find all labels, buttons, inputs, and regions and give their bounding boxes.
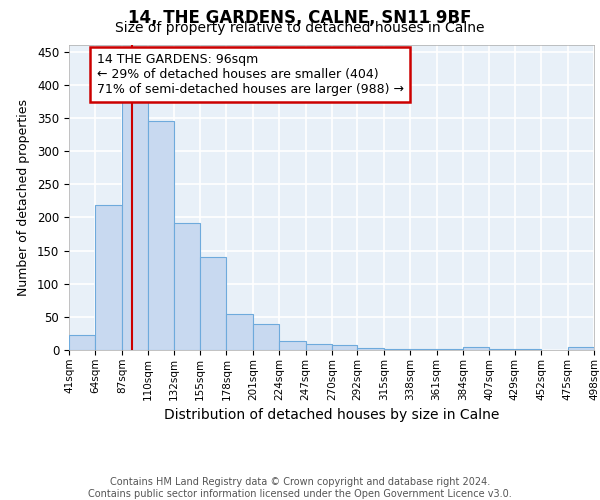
Bar <box>332 346 358 350</box>
Bar <box>95 206 122 350</box>
Text: 14 THE GARDENS: 96sqm
← 29% of detached houses are smaller (404)
71% of semi-det: 14 THE GARDENS: 96sqm ← 29% of detached … <box>97 53 404 96</box>
Bar <box>148 122 173 350</box>
Bar <box>173 224 200 350</box>
Bar <box>463 346 490 350</box>
Bar <box>253 324 279 350</box>
Bar <box>226 314 253 350</box>
Bar <box>279 342 305 350</box>
Text: Contains HM Land Registry data © Crown copyright and database right 2024.
Contai: Contains HM Land Registry data © Crown c… <box>88 478 512 499</box>
Bar <box>305 344 332 350</box>
Bar <box>358 348 384 350</box>
Bar <box>384 348 410 350</box>
Bar <box>568 348 594 350</box>
Bar <box>200 256 226 350</box>
Text: Size of property relative to detached houses in Calne: Size of property relative to detached ho… <box>115 21 485 35</box>
Y-axis label: Number of detached properties: Number of detached properties <box>17 99 30 296</box>
Bar <box>69 336 95 350</box>
Text: 14, THE GARDENS, CALNE, SN11 9BF: 14, THE GARDENS, CALNE, SN11 9BF <box>128 9 472 27</box>
Bar <box>122 102 148 350</box>
X-axis label: Distribution of detached houses by size in Calne: Distribution of detached houses by size … <box>164 408 499 422</box>
